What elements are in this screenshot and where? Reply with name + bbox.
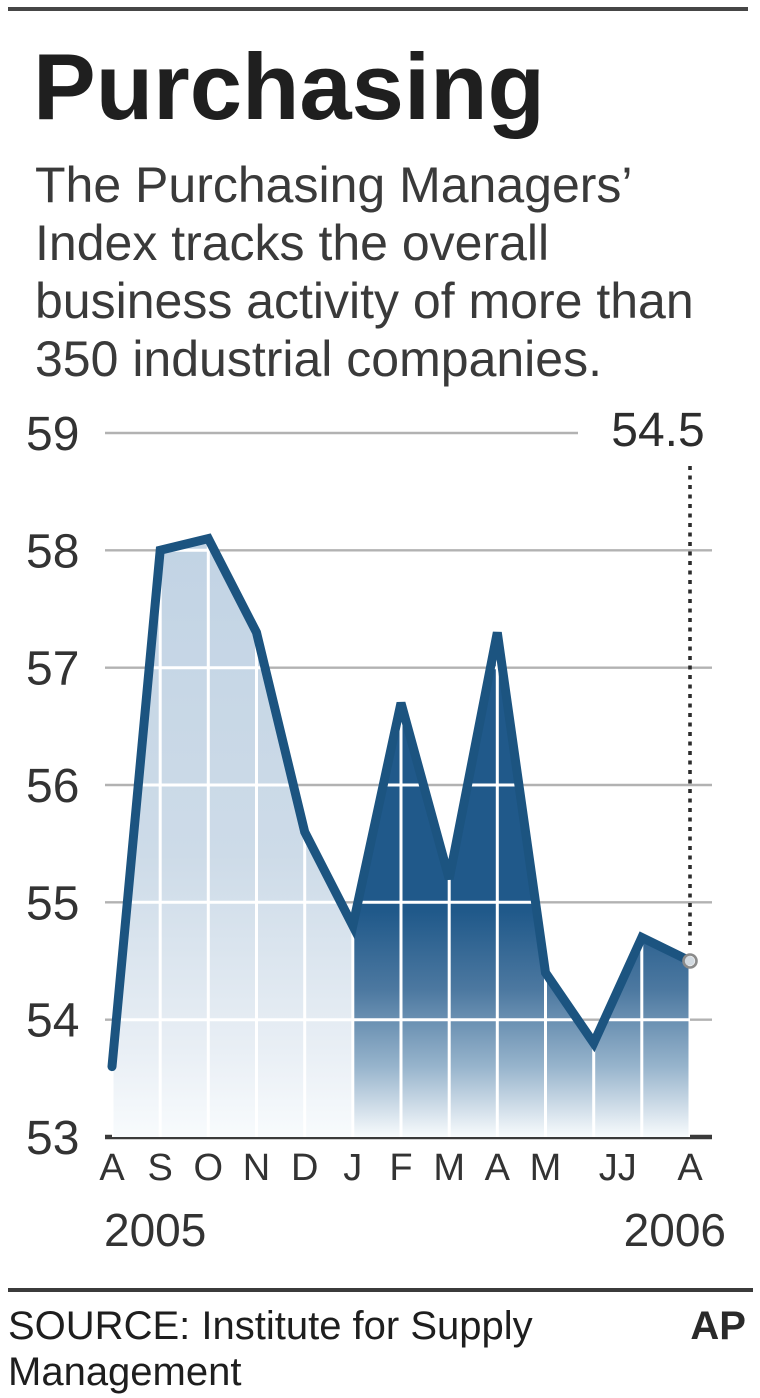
source-line-2: Management xyxy=(8,1350,242,1394)
y-tick-label-57: 57 xyxy=(26,643,79,696)
source-text: SOURCE: Institute for Supply Management xyxy=(8,1303,533,1395)
x-tick-label-O: O xyxy=(194,1147,224,1189)
area-2005 xyxy=(112,538,353,1137)
x-tick-label-S: S xyxy=(148,1147,173,1189)
description-line-3: business activity of more than xyxy=(35,273,694,329)
x-tick-label-D: D xyxy=(291,1147,318,1189)
x-tick-label-F: F xyxy=(389,1147,412,1189)
last-point-marker xyxy=(682,953,698,969)
callout-value-label: 54.5 xyxy=(611,404,704,457)
graphic-title: Purchasing xyxy=(33,34,545,139)
year-label-2005: 2005 xyxy=(104,1204,206,1256)
graphic-description: The Purchasing Managers’ Index tracks th… xyxy=(35,156,694,388)
x-tick-label-A: A xyxy=(485,1147,511,1189)
description-line-4: 350 industrial companies. xyxy=(35,331,602,387)
pmi-line xyxy=(107,533,695,1072)
description-line-1: The Purchasing Managers’ xyxy=(35,157,633,213)
x-tick-label-N: N xyxy=(243,1147,270,1189)
y-tick-label-58: 58 xyxy=(26,525,79,578)
y-tick-label-53: 53 xyxy=(26,1112,79,1165)
y-tick-label-59: 59 xyxy=(26,408,79,461)
ap-credit: AP xyxy=(690,1304,746,1348)
y-tick-label-55: 55 xyxy=(26,877,79,930)
x-tick-label-A: A xyxy=(677,1147,703,1189)
area-2006 xyxy=(352,632,690,1137)
description-line-2: Index tracks the overall xyxy=(35,215,550,271)
x-tick-label-M: M xyxy=(530,1147,562,1189)
x-tick-label-JJ: JJ xyxy=(599,1147,637,1189)
y-tick-label-54: 54 xyxy=(26,995,79,1048)
x-tick-label-A: A xyxy=(99,1147,125,1189)
source-line-1: SOURCE: Institute for Supply xyxy=(8,1304,533,1348)
x-tick-label-M: M xyxy=(433,1147,465,1189)
year-label-2006: 2006 xyxy=(624,1204,726,1256)
x-tick-label-J: J xyxy=(343,1147,362,1189)
bottom-rule xyxy=(8,1288,753,1292)
y-tick-label-56: 56 xyxy=(26,760,79,813)
top-rule xyxy=(8,7,748,11)
